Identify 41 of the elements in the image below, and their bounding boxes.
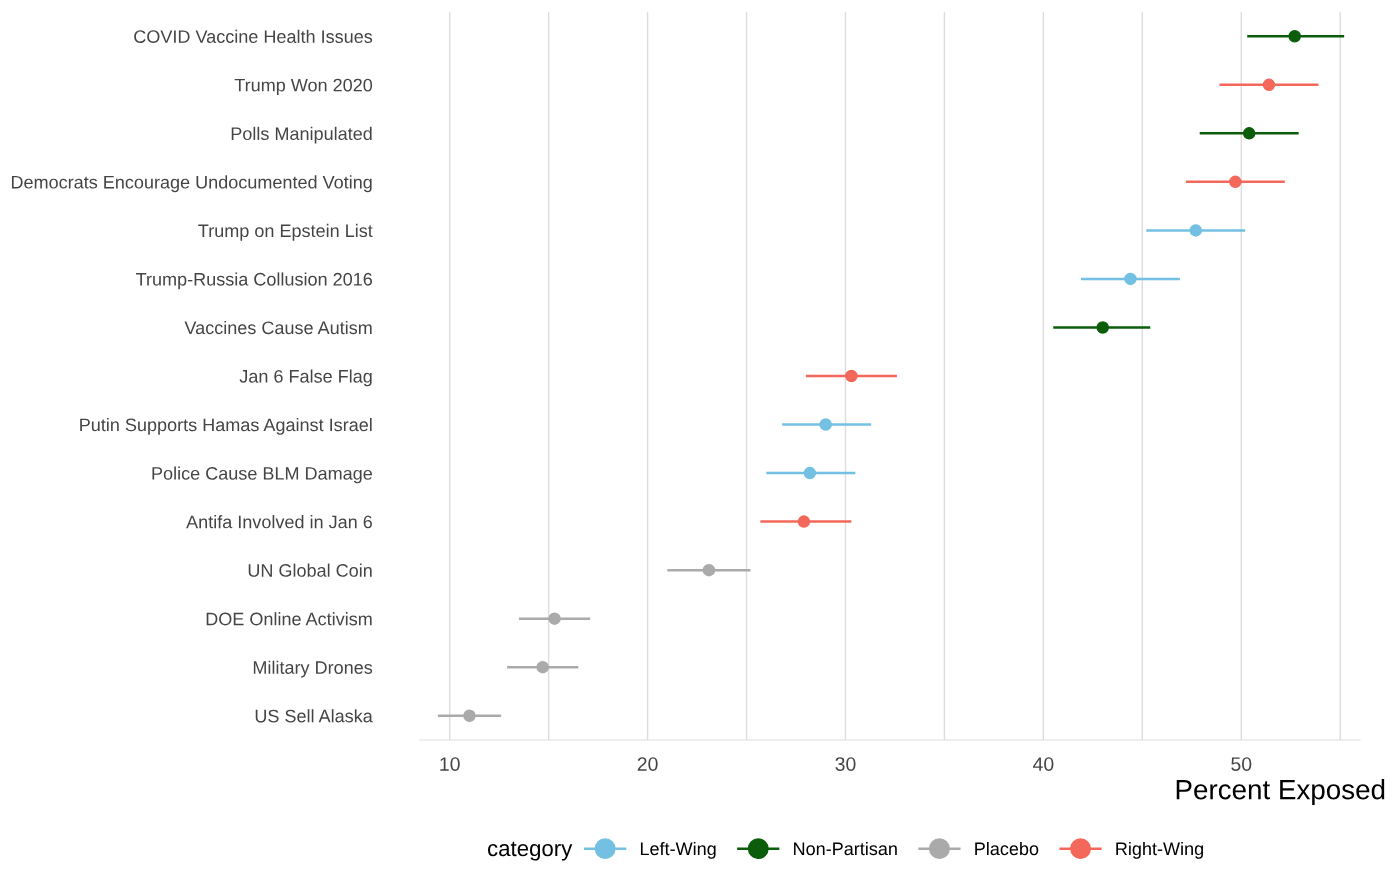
- legend-label: Placebo: [975, 841, 1039, 856]
- point: [1262, 78, 1276, 92]
- x-tick-label: 20: [637, 757, 658, 771]
- y-tick-label: US Sell Alaska: [255, 709, 373, 723]
- point: [1288, 30, 1301, 43]
- x-tick-label: 40: [1033, 757, 1054, 771]
- legend-label: Left-Wing: [640, 841, 716, 859]
- point: [536, 660, 549, 674]
- point: [803, 466, 817, 480]
- y-tick-label: UN Global Coin: [248, 563, 372, 577]
- y-tick-label: Antifa Involved in Jan 6: [186, 515, 372, 529]
- x-axis-title: Percent Exposed: [1176, 779, 1385, 805]
- y-tick-label: Police Cause BLM Damage: [152, 466, 372, 484]
- point: [1229, 175, 1242, 189]
- y-tick-label: DOE Online Activism: [206, 612, 372, 626]
- point: [845, 369, 858, 383]
- point: [1242, 127, 1256, 140]
- y-tick-label: Putin Supports Hamas Against Israel: [80, 417, 372, 435]
- point: [702, 563, 716, 577]
- point: [463, 709, 476, 722]
- y-tick-label: Trump-Russia Collusion 2016: [136, 272, 372, 290]
- y-tick-label: Jan 6 False Flag: [239, 369, 372, 387]
- y-tick-label: COVID Vaccine Health Issues: [134, 29, 373, 43]
- legend-label: Right-Wing: [1116, 841, 1203, 859]
- point: [1124, 272, 1137, 286]
- y-tick-label: Vaccines Cause Autism: [184, 320, 372, 335]
- point: [797, 515, 811, 528]
- point: [1096, 321, 1109, 334]
- y-tick-label: Trump Won 2020: [234, 78, 373, 96]
- point: [819, 418, 832, 431]
- x-tick-label: 30: [835, 757, 856, 771]
- x-tick-label: 50: [1231, 757, 1252, 771]
- point: [548, 612, 561, 625]
- legend-label: Non-Partisan: [794, 841, 897, 856]
- y-tick-label: Military Drones: [253, 660, 373, 678]
- y-tick-label: Polls Manipulated: [231, 126, 372, 144]
- y-tick-label: Democrats Encourage Undocumented Voting: [11, 175, 372, 193]
- legend-title: category: [488, 841, 573, 861]
- y-tick-label: Trump on Epstein List: [198, 223, 373, 241]
- x-tick-label: 10: [440, 757, 460, 771]
- point: [1189, 224, 1202, 237]
